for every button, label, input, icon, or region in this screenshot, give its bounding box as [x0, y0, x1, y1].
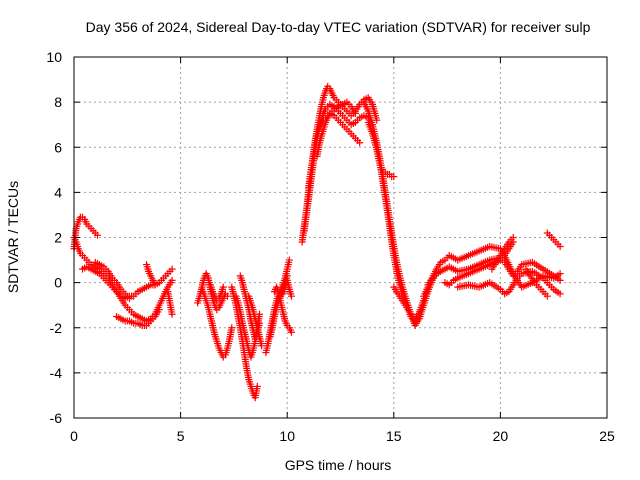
x-tick-label: 20	[493, 428, 509, 444]
data-point	[253, 382, 261, 390]
data-point	[351, 109, 359, 117]
x-tick-label: 0	[70, 428, 78, 444]
data-point	[556, 276, 564, 284]
data-point	[228, 324, 236, 332]
data-point	[93, 231, 101, 239]
x-tick-label: 10	[279, 428, 295, 444]
data-point	[168, 265, 176, 273]
data-point	[155, 306, 163, 314]
x-tick-label: 15	[386, 428, 402, 444]
data-point	[509, 234, 517, 241]
axis-ticks: 0 5 10 15 20 25 -6 -4 -2 0 2 4 6 8 10	[46, 49, 615, 444]
data-point	[285, 256, 293, 264]
x-axis-label: GPS time / hours	[285, 457, 392, 473]
data-point	[287, 292, 295, 300]
data-point	[543, 292, 551, 300]
data-point	[287, 328, 295, 336]
data-point	[219, 283, 227, 291]
x-tick-label: 25	[599, 428, 615, 444]
data-point	[224, 292, 232, 300]
data-point	[125, 294, 133, 302]
data-point	[356, 139, 364, 147]
data-points	[70, 82, 564, 402]
y-tick-label: 2	[54, 230, 62, 246]
x-tick-label: 5	[177, 428, 185, 444]
data-point	[258, 342, 266, 350]
y-tick-label: 10	[46, 49, 62, 65]
y-tick-label: -6	[50, 410, 63, 426]
data-point	[390, 173, 398, 181]
y-tick-label: 8	[54, 94, 62, 110]
data-point	[151, 281, 159, 289]
y-tick-label: -4	[50, 365, 63, 381]
y-tick-label: 4	[54, 184, 62, 200]
data-point	[556, 270, 564, 278]
y-tick-label: 6	[54, 139, 62, 155]
y-tick-label: 0	[54, 275, 62, 291]
data-point	[556, 290, 564, 298]
y-axis-label: SDTVAR / TECUs	[5, 181, 21, 293]
data-point	[168, 276, 176, 284]
y-tick-label: -2	[50, 320, 63, 336]
data-point	[168, 310, 176, 318]
chart-title: Day 356 of 2024, Sidereal Day-to-day VTE…	[86, 19, 591, 35]
data-point	[556, 243, 564, 251]
